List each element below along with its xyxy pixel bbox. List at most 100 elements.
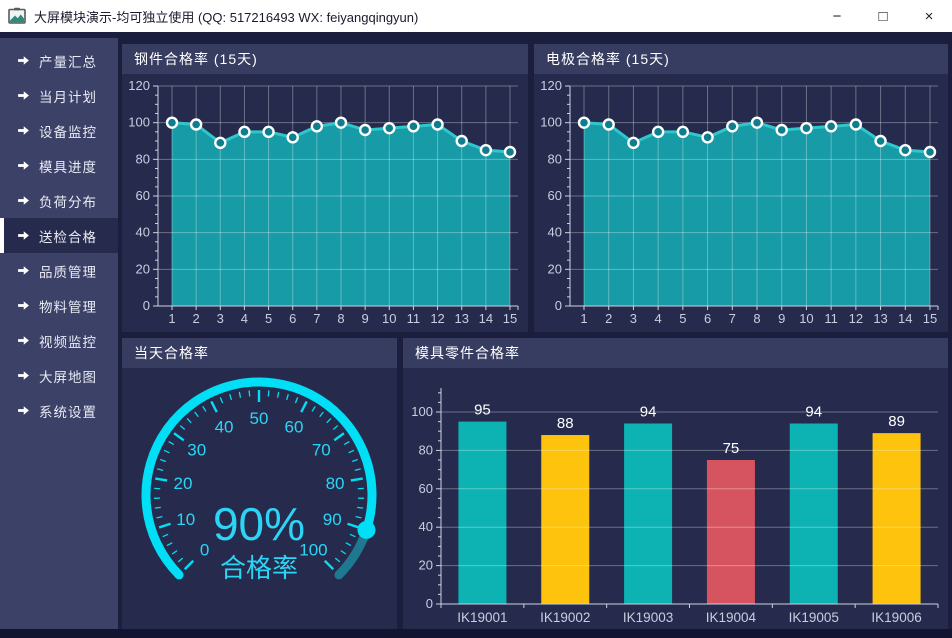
sidebar-item-11[interactable]: 系统设置 [0,393,118,428]
sidebar-item-5[interactable]: 负荷分布 [0,183,118,218]
svg-text:IK19006: IK19006 [871,610,921,625]
svg-text:合格率: 合格率 [220,553,298,583]
svg-text:20: 20 [136,261,150,276]
svg-text:6: 6 [704,311,711,326]
titlebar: 大屏模块演示-均可独立使用 (QQ: 517216493 WX: feiyang… [0,0,952,32]
arrow-icon [18,406,29,415]
svg-text:9: 9 [362,311,369,326]
arrow-icon [18,231,29,240]
sidebar-item-label: 模具进度 [39,159,97,175]
svg-text:IK19001: IK19001 [457,610,507,625]
window-title: 大屏模块演示-均可独立使用 (QQ: 517216493 WX: feiyang… [34,9,419,25]
svg-text:100: 100 [299,540,327,559]
svg-text:95: 95 [474,402,491,419]
svg-text:10: 10 [176,510,195,529]
svg-text:11: 11 [407,311,421,326]
minimize-button[interactable]: − [832,7,842,25]
svg-text:10: 10 [799,311,813,326]
sidebar-item-6[interactable]: 送检合格 [0,218,118,253]
svg-text:15: 15 [923,311,937,326]
svg-text:11: 11 [824,311,838,326]
svg-text:60: 60 [136,188,150,203]
svg-text:5: 5 [679,311,686,326]
svg-text:94: 94 [805,404,822,421]
svg-text:60: 60 [548,188,562,203]
svg-text:3: 3 [217,311,224,326]
svg-text:15: 15 [503,311,517,326]
svg-text:75: 75 [723,440,740,457]
svg-text:0: 0 [143,298,150,313]
svg-text:60: 60 [284,417,303,436]
svg-text:9: 9 [778,311,785,326]
panel-title-steel: 钢件合格率 (15天) [122,44,528,74]
svg-text:10: 10 [382,311,396,326]
maximize-button[interactable]: □ [878,7,888,25]
svg-text:88: 88 [557,415,574,432]
svg-text:120: 120 [128,78,150,93]
sidebar-item-7[interactable]: 品质管理 [0,253,118,288]
sidebar-item-label: 负荷分布 [39,194,97,210]
mold-parts-bar-chart: 95 88 94 75 94 89 0 20 40 60 80 100 IK19001 IK19002 IK… [411,388,939,625]
svg-text:80: 80 [548,151,562,166]
sidebar-item-label: 系统设置 [39,404,97,420]
arrow-icon [18,266,29,275]
app-icon [8,7,26,25]
svg-text:89: 89 [888,413,905,430]
svg-text:IK19003: IK19003 [623,610,673,625]
svg-text:12: 12 [849,311,863,326]
window-controls: − □ × [814,0,952,32]
svg-text:3: 3 [630,311,637,326]
arrow-icon [18,336,29,345]
sidebar-item-3[interactable]: 设备监控 [0,113,118,148]
panel-title-mold: 模具零件合格率 [403,338,948,368]
svg-text:1: 1 [168,311,175,326]
arrow-icon [18,126,29,135]
svg-text:40: 40 [548,225,562,240]
svg-text:8: 8 [753,311,760,326]
svg-text:12: 12 [430,311,444,326]
active-indicator [0,218,4,253]
svg-text:30: 30 [187,441,206,460]
svg-text:5: 5 [265,311,272,326]
sidebar-item-label: 送检合格 [39,229,97,245]
sidebar-item-2[interactable]: 当月计划 [0,78,118,113]
svg-text:1: 1 [580,311,587,326]
svg-text:0: 0 [426,596,433,611]
svg-text:90%: 90% [213,498,305,550]
sidebar-item-label: 大屏地图 [39,369,97,385]
sidebar-item-10[interactable]: 大屏地图 [0,358,118,393]
svg-text:13: 13 [454,311,468,326]
panel-title-today: 当天合格率 [122,338,397,368]
sidebar-item-label: 品质管理 [39,264,97,280]
svg-text:60: 60 [419,481,433,496]
svg-text:50: 50 [250,409,269,428]
close-button[interactable]: × [924,7,934,25]
svg-text:IK19004: IK19004 [706,610,757,625]
sidebar-item-4[interactable]: 模具进度 [0,148,118,183]
window-bottom-edge [0,629,952,638]
svg-text:100: 100 [128,115,150,130]
svg-text:4: 4 [655,311,662,326]
panel-steel-rate: 钢件合格率 (15天) 0 20 40 60 80 100 120 1 2 3 4 5 6 7 8 9 10 11… [122,44,528,332]
arrow-icon [18,196,29,205]
svg-text:IK19005: IK19005 [789,610,839,625]
arrow-icon [18,371,29,380]
svg-text:14: 14 [898,311,912,326]
svg-text:4: 4 [241,311,248,326]
svg-text:13: 13 [873,311,887,326]
svg-text:0: 0 [200,540,209,559]
sidebar-item-label: 物料管理 [39,299,97,315]
sidebar-item-8[interactable]: 物料管理 [0,288,118,323]
svg-text:7: 7 [729,311,736,326]
panel-title-electrode: 电极合格率 (15天) [534,44,948,74]
sidebar-item-label: 产量汇总 [39,54,97,70]
svg-text:100: 100 [411,404,433,419]
svg-text:7: 7 [313,311,320,326]
svg-text:80: 80 [419,442,433,457]
svg-text:120: 120 [540,78,562,93]
svg-text:2: 2 [193,311,200,326]
svg-text:2: 2 [605,311,612,326]
sidebar-item-9[interactable]: 视频监控 [0,323,118,358]
sidebar-item-1[interactable]: 产量汇总 [0,43,118,78]
